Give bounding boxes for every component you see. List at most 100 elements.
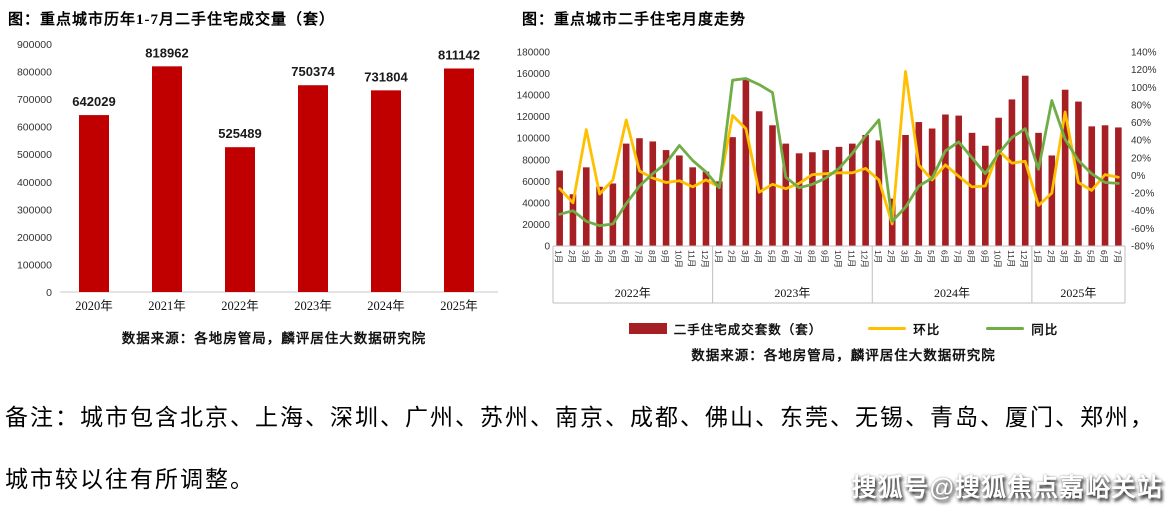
- month-bar: [849, 143, 856, 246]
- month-bar: [676, 155, 683, 246]
- month-bar: [915, 122, 923, 246]
- right-axis-tick-label: 80%: [1131, 100, 1151, 111]
- footnote: 备注：城市包含北京、上海、深圳、广州、苏州、南京、成都、佛山、东莞、无锡、青岛、…: [5, 398, 1171, 492]
- month-bar: [862, 134, 869, 246]
- month-axis-label: 12月: [1019, 250, 1029, 268]
- month-axis-label: 11月: [846, 250, 856, 267]
- bar-2025年: [444, 68, 474, 292]
- y-axis-tick-label: 500000: [17, 149, 52, 161]
- month-axis-label: 7月: [633, 250, 643, 263]
- mom-line-swatch-icon: [868, 326, 907, 331]
- month-bar: [1115, 127, 1122, 246]
- month-axis-label: 1月: [554, 250, 564, 263]
- monthly-chart-source: 数据来源：各地房管局，麟评居住大数据研究院: [691, 348, 996, 363]
- month-bar: [755, 111, 763, 247]
- right-axis-tick-label: 140%: [1131, 48, 1157, 59]
- month-bar: [715, 181, 723, 246]
- right-axis-tick-label: -80%: [1131, 242, 1154, 253]
- month-axis-label: 7月: [1112, 250, 1122, 263]
- bar-2024年: [371, 90, 401, 292]
- month-bar: [1101, 125, 1109, 246]
- y-axis-tick-label: 800000: [17, 67, 52, 79]
- month-bar: [729, 137, 736, 246]
- mom-line: [558, 70, 1120, 226]
- year-axis-label: 2025年: [1060, 286, 1096, 300]
- month-axis-label: 9月: [979, 250, 989, 263]
- right-axis-tick-label: 120%: [1131, 65, 1157, 76]
- left-axis-tick-label: 20000: [522, 220, 550, 231]
- month-axis-label: 3月: [580, 250, 590, 263]
- left-axis-tick-label: 100000: [517, 134, 551, 145]
- month-bar: [822, 150, 829, 246]
- month-axis-label: 1月: [1033, 250, 1043, 263]
- right-axis-tick-label: -60%: [1131, 224, 1154, 235]
- month-bar: [955, 115, 963, 246]
- bar-2023年: [298, 85, 328, 292]
- y-axis-tick-label: 400000: [17, 177, 52, 189]
- bar-value-label: 818962: [145, 45, 188, 60]
- month-axis-label: 5月: [926, 250, 936, 263]
- right-axis-tick-label: -20%: [1131, 189, 1154, 200]
- month-axis-label: 12月: [860, 250, 870, 268]
- left-axis-tick-label: 40000: [522, 198, 550, 209]
- y-axis-tick-label: 200000: [17, 232, 52, 244]
- month-axis-label: 6月: [1099, 250, 1109, 263]
- x-axis-label: 2025年: [440, 299, 478, 313]
- y-axis-tick-label: 100000: [17, 259, 52, 271]
- bar-value-label: 731804: [364, 69, 408, 84]
- month-axis-label: 4月: [1072, 250, 1082, 263]
- y-axis-tick-label: 300000: [17, 204, 52, 216]
- month-axis-label: 12月: [700, 250, 710, 268]
- month-bar: [875, 140, 883, 246]
- month-bar: [995, 117, 1002, 246]
- legend-item-volume: 二手住宅成交套数（套）: [628, 319, 823, 338]
- left-axis-tick-label: 0: [544, 242, 550, 253]
- month-bar: [902, 134, 909, 246]
- month-bar: [582, 167, 590, 246]
- left-axis-tick-label: 120000: [517, 112, 551, 123]
- left-axis-tick-label: 180000: [517, 48, 551, 59]
- annual-bar-chart: 图：重点城市历年1-7月二手住宅成交量（套） 0 100000 200000 3000…: [6, 6, 506, 394]
- month-bar: [1035, 132, 1042, 246]
- month-bar: [636, 138, 643, 246]
- month-axis-label: 1月: [873, 250, 883, 263]
- right-axis-tick-label: 0%: [1131, 171, 1146, 182]
- month-axis-label: 6月: [939, 250, 949, 263]
- bar-value-label: 525489: [218, 126, 261, 141]
- legend-label-yoy: 同比: [1031, 323, 1059, 337]
- month-axis-label: 3月: [740, 250, 750, 263]
- left-axis-tick-label: 140000: [517, 91, 551, 102]
- month-bar: [795, 153, 803, 246]
- month-axis-label: 8月: [966, 250, 976, 263]
- month-bar: [1088, 126, 1096, 246]
- y-axis-tick-label: 900000: [17, 39, 52, 51]
- month-axis-label: 1月: [713, 250, 723, 263]
- right-axis-tick-label: 20%: [1131, 153, 1151, 164]
- month-axis-label: 3月: [900, 250, 910, 263]
- monthly-chart-legend: 二手住宅成交套数（套） 环比 同比: [516, 319, 1171, 338]
- month-axis-label: 6月: [620, 250, 630, 263]
- left-axis-tick-label: 60000: [522, 177, 550, 188]
- volume-bar-swatch-icon: [628, 323, 667, 334]
- month-axis-label: 11月: [687, 250, 697, 267]
- footnote-line2: 城市较以往有所调整。: [5, 467, 255, 492]
- month-axis-label: 9月: [660, 250, 670, 263]
- month-bar: [809, 152, 816, 246]
- y-axis-tick-label: 700000: [17, 94, 52, 106]
- month-bar: [1061, 89, 1069, 246]
- month-bar: [649, 141, 657, 246]
- x-axis-label: 2024年: [367, 299, 405, 313]
- month-axis-label: 8月: [647, 250, 657, 263]
- right-axis-tick-label: 40%: [1131, 136, 1151, 147]
- month-bar: [622, 143, 630, 246]
- bar-value-label: 750374: [291, 64, 335, 79]
- monthly-chart-title: 图：重点城市二手住宅月度走势: [522, 12, 747, 28]
- month-axis-label: 2月: [727, 250, 737, 263]
- right-axis-tick-label: -40%: [1131, 206, 1154, 217]
- yoy-line-swatch-icon: [986, 326, 1025, 331]
- month-bar: [662, 150, 670, 246]
- month-axis-label: 5月: [607, 250, 617, 263]
- right-axis-tick-label: 60%: [1131, 118, 1151, 129]
- x-axis-label: 2021年: [148, 299, 186, 313]
- month-axis-label: 3月: [1059, 250, 1069, 263]
